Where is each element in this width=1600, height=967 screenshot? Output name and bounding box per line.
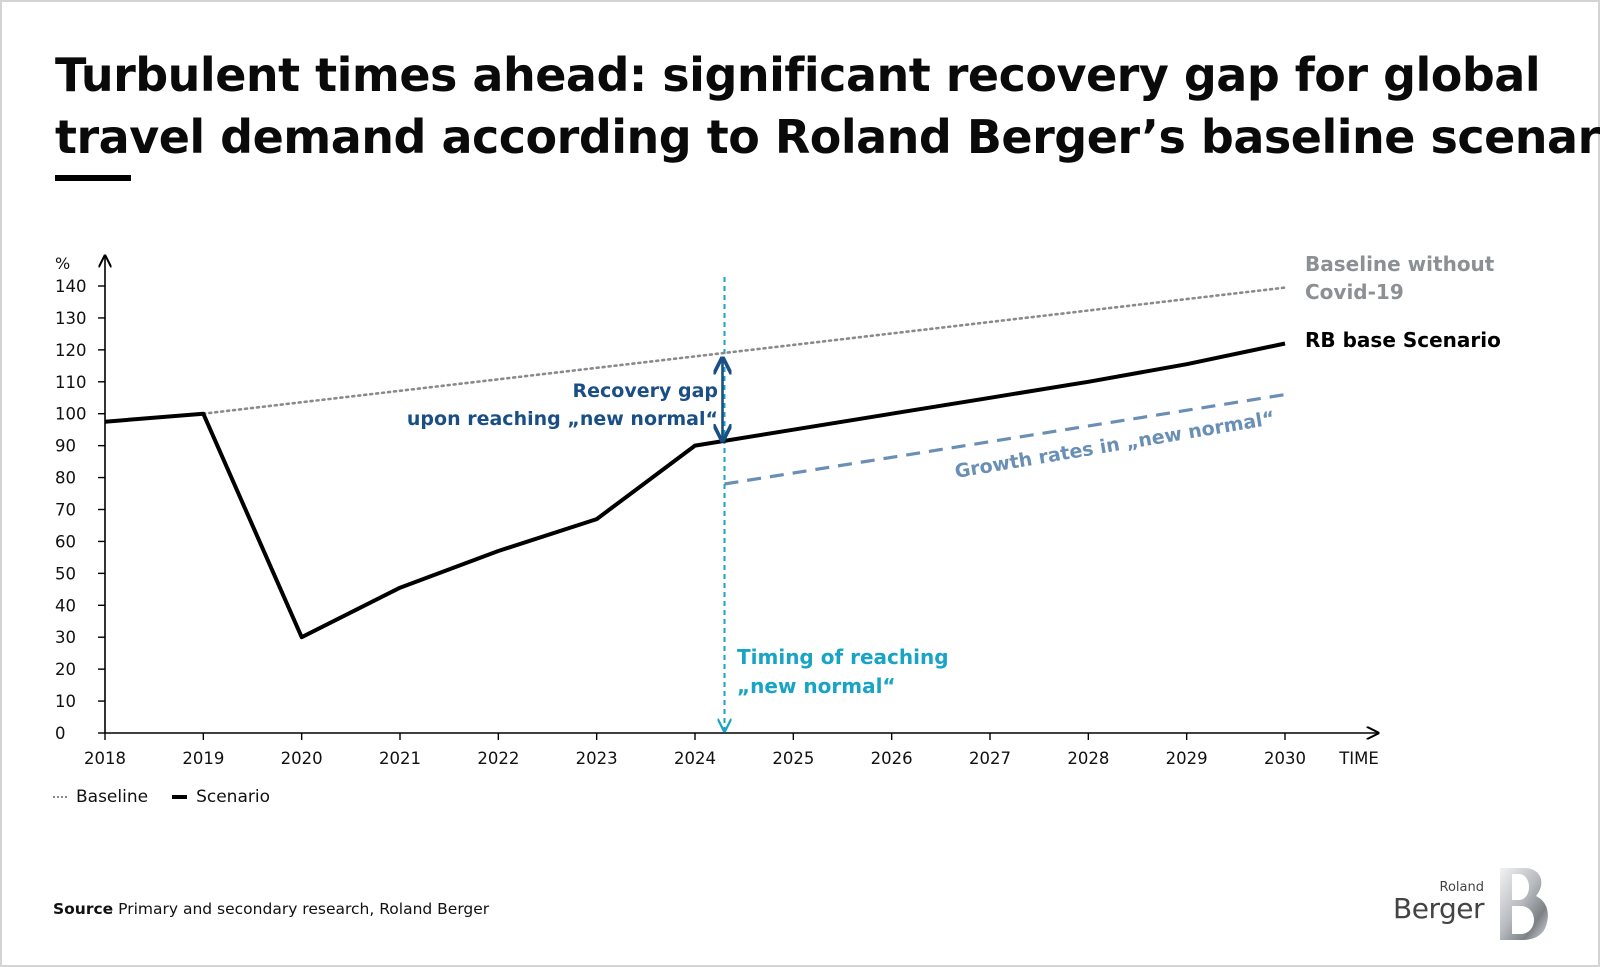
legend-swatch-baseline <box>53 796 67 798</box>
x-tick-label: 2029 <box>1166 749 1208 768</box>
legend-item-baseline: Baseline <box>53 787 148 807</box>
x-tick-label: 2019 <box>182 749 224 768</box>
logo-text-roland: Roland <box>1439 880 1484 895</box>
x-tick-label: 2022 <box>477 749 519 768</box>
x-tick-label: 2030 <box>1264 749 1306 768</box>
y-tick-label: 90 <box>55 437 76 456</box>
series-growth-line <box>724 393 1286 486</box>
title-line-2: travel demand according to Roland Berger… <box>55 110 1600 164</box>
x-tick-label: 2026 <box>871 749 913 768</box>
legend-item-scenario: Scenario <box>172 787 270 807</box>
source-text: Primary and secondary research, Roland B… <box>118 900 490 918</box>
legend-label-baseline: Baseline <box>76 787 149 807</box>
y-tick-label: 20 <box>55 660 76 679</box>
legend: Baseline Scenario <box>53 787 294 807</box>
title-line-1: Turbulent times ahead: significant recov… <box>55 48 1541 102</box>
y-tick-label: 60 <box>55 532 76 551</box>
series-baseline-line <box>202 286 1287 415</box>
y-tick-label: 130 <box>55 309 87 328</box>
y-tick-label: 70 <box>55 501 76 520</box>
x-tick-label: 2018 <box>84 749 126 768</box>
page-title: Turbulent times ahead: significant recov… <box>55 44 1600 168</box>
roland-berger-logo: Roland Berger <box>1390 866 1550 942</box>
baseline-label-line-1: Baseline without <box>1305 252 1495 276</box>
x-tick-label: 2021 <box>379 749 421 768</box>
x-tick-label: 2025 <box>772 749 814 768</box>
y-tick-label: 110 <box>55 373 87 392</box>
y-tick-label: 10 <box>55 692 76 711</box>
y-axis-unit: % <box>55 254 70 273</box>
y-tick-label: 50 <box>55 564 76 583</box>
x-tick-label: 2023 <box>576 749 618 768</box>
x-tick-label: 2024 <box>674 749 716 768</box>
timing-label-line-1: Timing of reaching <box>737 645 949 669</box>
logo-text-berger: Berger <box>1393 892 1484 925</box>
x-tick-label: 2020 <box>281 749 323 768</box>
source-note: Source Primary and secondary research, R… <box>53 900 489 918</box>
x-tick-label: 2028 <box>1067 749 1109 768</box>
y-tick-label: 140 <box>55 277 87 296</box>
recovery-gap-label-line-1: Recovery gap <box>573 380 719 402</box>
timing-label-line-2: „new normal“ <box>737 674 896 698</box>
x-tick-label: 2027 <box>969 749 1011 768</box>
growth-rates-label: Growth rates in „new normal“ <box>953 407 1276 483</box>
y-tick-label: 30 <box>55 628 76 647</box>
series-scenario-line <box>104 341 1286 640</box>
y-tick-label: 40 <box>55 596 76 615</box>
recovery-gap-label-line-2: upon reaching „new normal“ <box>407 408 718 430</box>
scenario-label: RB base Scenario <box>1305 328 1501 352</box>
x-axis-label: TIME <box>1338 749 1379 768</box>
source-label: Source <box>53 900 114 918</box>
title-underline <box>55 175 131 181</box>
y-tick-label: 100 <box>55 405 87 424</box>
y-tick-label: 120 <box>55 341 87 360</box>
baseline-label-line-2: Covid-19 <box>1305 280 1404 304</box>
y-tick-label: 80 <box>55 469 76 488</box>
legend-swatch-scenario <box>172 795 188 799</box>
legend-label-scenario: Scenario <box>196 787 270 807</box>
y-tick-label: 0 <box>55 724 66 743</box>
logo-b-mark-icon <box>1500 868 1548 940</box>
